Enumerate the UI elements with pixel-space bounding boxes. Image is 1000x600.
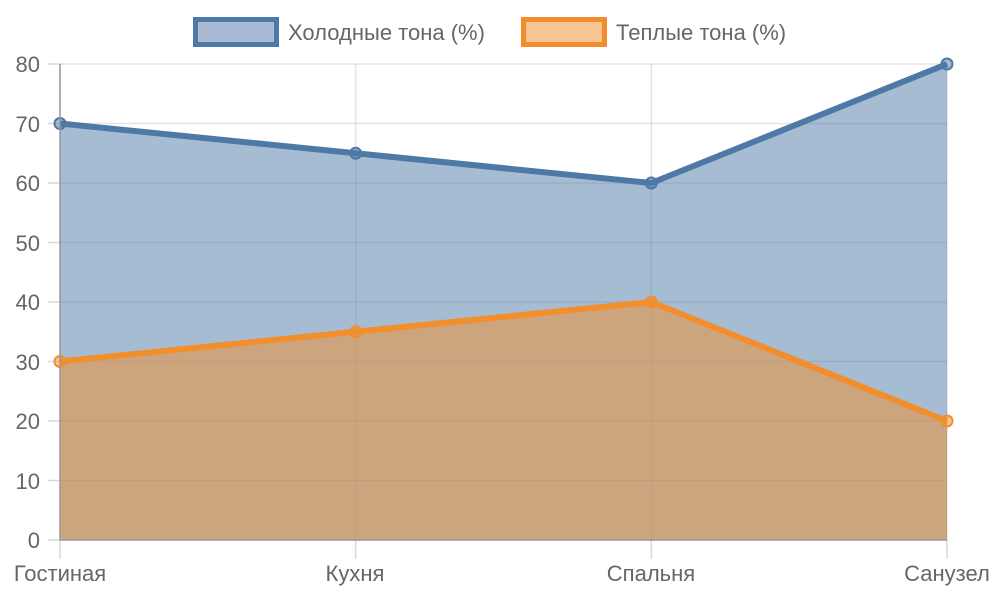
data-point-cold-tones[interactable] [349,146,363,160]
legend-label-warm: Теплые тона (%) [616,20,786,45]
y-tick-20: 20 [16,409,40,434]
x-tick-living-room: Гостиная [14,561,106,586]
series-layer [53,57,954,540]
legend: Холодные тона (%) Теплые тона (%) [193,17,787,47]
x-tick-kitchen: Кухня [326,561,385,586]
line-cold-tones [59,61,949,186]
data-point-warm-tones[interactable] [940,414,954,428]
area-fill-warm-tones [60,302,947,540]
y-tick-30: 30 [16,350,40,375]
y-tick-40: 40 [16,290,40,315]
y-tick-50: 50 [16,231,40,256]
data-point-cold-tones[interactable] [644,176,658,190]
line-warm-tones [59,299,949,424]
y-tick-80: 80 [16,52,40,77]
legend-label-cold: Холодные тона (%) [288,20,485,45]
y-axis: 0 10 20 30 40 50 60 70 80 [16,52,61,553]
y-tick-70: 70 [16,112,40,137]
x-tick-bedroom: Спальня [607,561,695,586]
y-tick-10: 10 [16,469,40,494]
legend-swatch-warm [521,17,607,47]
data-point-warm-tones[interactable] [349,325,363,339]
legend-item-warm-tones[interactable]: Теплые тона (%) [521,17,787,47]
data-point-warm-tones[interactable] [644,295,658,309]
legend-swatch-cold [193,17,279,47]
data-point-cold-tones[interactable] [940,57,954,71]
legend-item-cold-tones[interactable]: Холодные тона (%) [193,17,485,47]
x-tick-bathroom: Санузел [904,561,990,586]
y-tick-0: 0 [28,528,40,553]
x-axis: Гостиная Кухня Спальня Санузел [14,539,990,586]
y-tick-60: 60 [16,171,40,196]
